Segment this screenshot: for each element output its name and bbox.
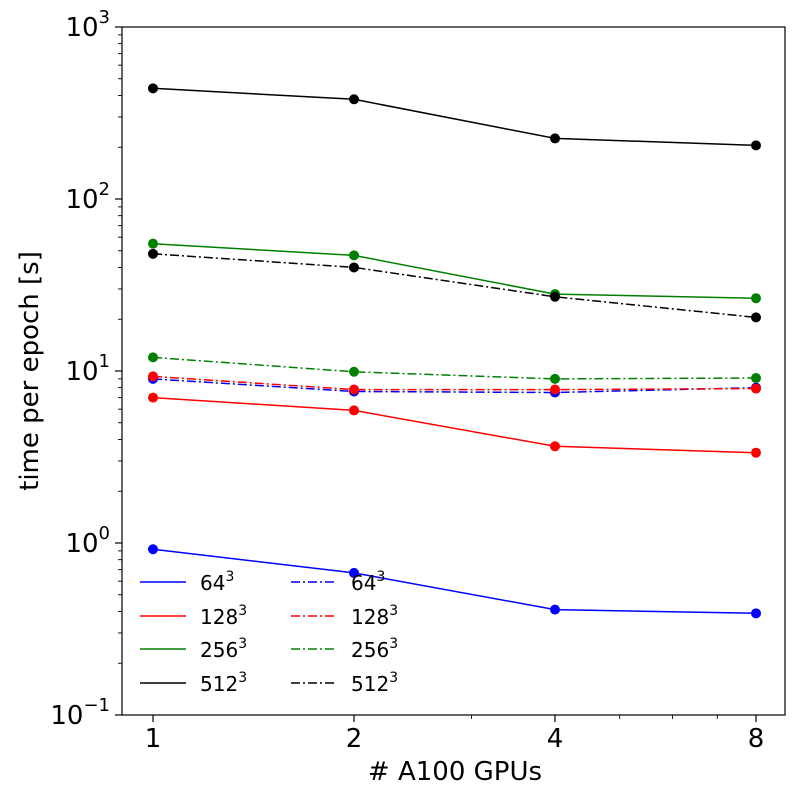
data-point	[550, 384, 560, 395]
data-point	[550, 441, 560, 452]
data-point	[751, 447, 761, 458]
data-point	[148, 544, 158, 555]
y-tick-label: 103	[65, 7, 110, 43]
legend-label: 2563	[200, 636, 247, 662]
data-point	[349, 262, 359, 273]
x-tick-label: 4	[547, 724, 564, 754]
y-tick-label: 10−1	[50, 695, 110, 731]
data-point	[550, 133, 560, 144]
x-tick-label: 1	[145, 724, 162, 754]
data-point	[148, 371, 158, 382]
data-point	[751, 293, 761, 304]
x-tick-label: 2	[346, 724, 363, 754]
legend-label: 2563	[351, 636, 398, 662]
data-point	[349, 250, 359, 261]
legend-label: 5123	[200, 670, 247, 696]
data-point	[751, 140, 761, 151]
data-point	[349, 567, 359, 578]
data-point	[751, 608, 761, 619]
y-tick-label: 102	[65, 179, 110, 215]
x-tick-label: 8	[748, 724, 765, 754]
series-line	[152, 242, 757, 299]
x-axis-label: # A100 GPUs	[368, 757, 542, 787]
legend: 643 1283 2563 5123 643 1283 2563 5123	[140, 569, 398, 696]
data-point	[148, 352, 158, 363]
plot-area	[148, 83, 761, 619]
series-line	[152, 378, 757, 394]
series-line	[152, 356, 757, 380]
y-axis-label: time per epoch [s]	[15, 251, 45, 491]
series-line	[152, 375, 757, 391]
legend-label: 5123	[351, 670, 398, 696]
data-point	[148, 392, 158, 403]
series-line	[152, 548, 757, 615]
data-point	[751, 312, 761, 323]
data-point	[550, 291, 560, 302]
data-point	[349, 366, 359, 377]
data-point	[550, 373, 560, 384]
data-point	[349, 384, 359, 395]
data-point	[550, 604, 560, 615]
legend-label: 643	[351, 569, 385, 595]
legend-label: 643	[200, 569, 234, 595]
data-point	[349, 405, 359, 416]
data-point	[148, 248, 158, 259]
y-tick-label: 101	[65, 351, 110, 387]
data-point	[148, 83, 158, 94]
series-line	[152, 87, 757, 147]
data-point	[751, 373, 761, 384]
data-point	[148, 238, 158, 249]
axes: 10−1 100 101 102 103 1 2 4 8	[50, 7, 764, 754]
y-tick-label: 100	[65, 523, 110, 559]
data-point	[349, 94, 359, 105]
series-line	[152, 396, 757, 454]
legend-label: 1283	[200, 603, 247, 629]
data-point	[751, 383, 761, 394]
series-line	[152, 253, 757, 319]
legend-label: 1283	[351, 603, 398, 629]
